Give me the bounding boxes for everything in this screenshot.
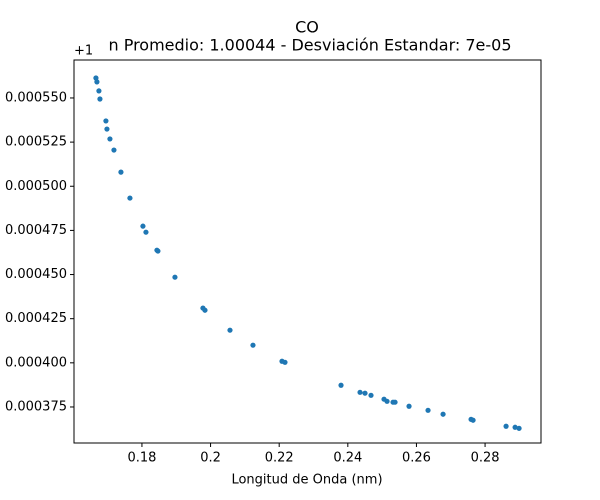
point	[282, 359, 288, 365]
point	[172, 274, 178, 280]
y-tick-label: 0.000425	[5, 311, 67, 326]
y-tick-label: 0.000450	[5, 267, 67, 282]
point	[503, 423, 509, 429]
y-tick-label: 0.000500	[5, 179, 67, 194]
y-tick-label: 0.000475	[5, 223, 67, 238]
point	[107, 136, 113, 142]
plot-frame	[73, 59, 542, 444]
point	[338, 382, 344, 388]
y-tick-label: 0.000550	[5, 90, 67, 105]
point	[392, 399, 398, 405]
point	[118, 169, 124, 175]
point	[202, 307, 208, 313]
y-tick-label: 0.000400	[5, 355, 67, 370]
point	[362, 390, 368, 396]
point	[104, 126, 110, 132]
point	[250, 342, 256, 348]
x-tick-label: 0.22	[265, 451, 294, 466]
x-axis-label: Longitud de Onda (nm)	[231, 473, 382, 488]
point	[94, 79, 100, 85]
y-tick-label: 0.000375	[5, 399, 67, 414]
point	[127, 195, 133, 201]
point	[103, 118, 109, 124]
point	[512, 424, 518, 430]
point	[227, 327, 233, 333]
x-tick-label: 0.28	[471, 451, 500, 466]
x-tick-label: 0.18	[127, 451, 156, 466]
y-offset-label: +1	[74, 44, 93, 59]
chart-title: CO	[295, 18, 319, 37]
x-tick-label: 0.26	[402, 451, 431, 466]
x-tick-label: 0.2	[200, 451, 221, 466]
chart-subtitle: n Promedio: 1.00044 - Desviación Estanda…	[108, 36, 511, 55]
point	[140, 223, 146, 229]
point	[96, 88, 102, 94]
point	[440, 411, 446, 417]
point	[470, 417, 476, 423]
point	[155, 248, 161, 254]
point	[93, 75, 99, 81]
point	[111, 147, 117, 153]
point	[384, 398, 390, 404]
y-tick-label: 0.000525	[5, 135, 67, 150]
point	[143, 229, 149, 235]
point	[425, 407, 431, 413]
point	[368, 392, 374, 398]
point	[406, 403, 412, 409]
point	[357, 389, 363, 395]
point	[97, 96, 103, 102]
point	[516, 425, 522, 431]
x-tick-label: 0.24	[333, 451, 362, 466]
